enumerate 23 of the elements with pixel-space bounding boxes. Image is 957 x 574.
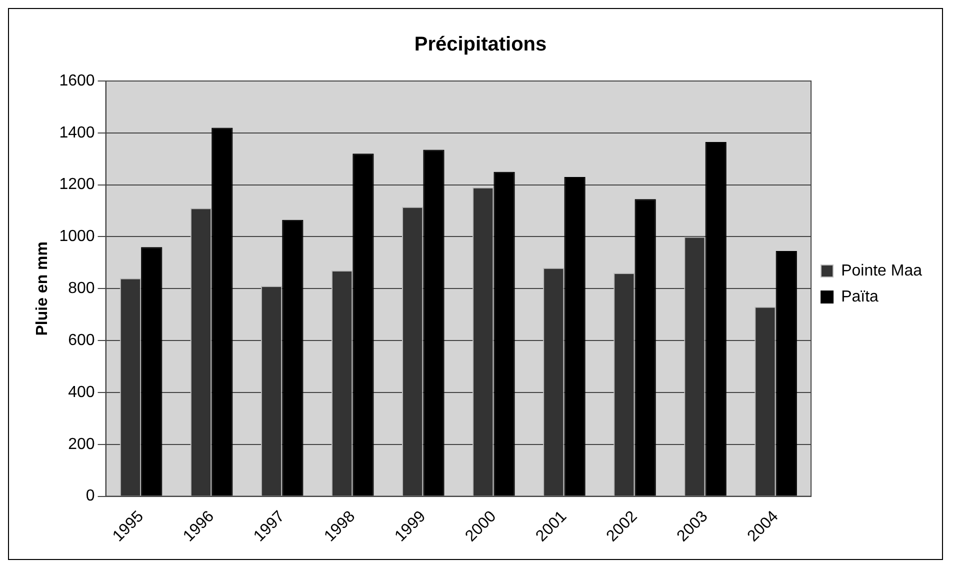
bar xyxy=(423,150,444,496)
bar xyxy=(494,172,515,496)
y-tick-label: 800 xyxy=(68,280,95,298)
chart-title: Précipitations xyxy=(414,34,547,56)
bar xyxy=(141,247,162,496)
bar xyxy=(282,220,304,496)
y-axis-title: Pluie en mm xyxy=(34,242,52,336)
legend-label: Païta xyxy=(841,288,879,306)
bar xyxy=(776,250,797,496)
y-tick-label: 200 xyxy=(68,436,95,453)
legend-label: Pointe Maa xyxy=(841,262,922,280)
y-tick-label: 1400 xyxy=(59,124,95,142)
bar xyxy=(634,199,656,496)
y-tick-label: 0 xyxy=(86,488,95,505)
bar xyxy=(705,142,726,496)
bar xyxy=(352,154,374,496)
y-tick-label: 1000 xyxy=(59,228,95,246)
bar xyxy=(212,128,233,496)
y-tick-label: 600 xyxy=(68,332,95,349)
y-tick-label: 1600 xyxy=(59,72,95,90)
y-tick-label: 1200 xyxy=(59,176,95,194)
y-tick-label: 400 xyxy=(68,384,95,401)
bar xyxy=(564,177,586,496)
